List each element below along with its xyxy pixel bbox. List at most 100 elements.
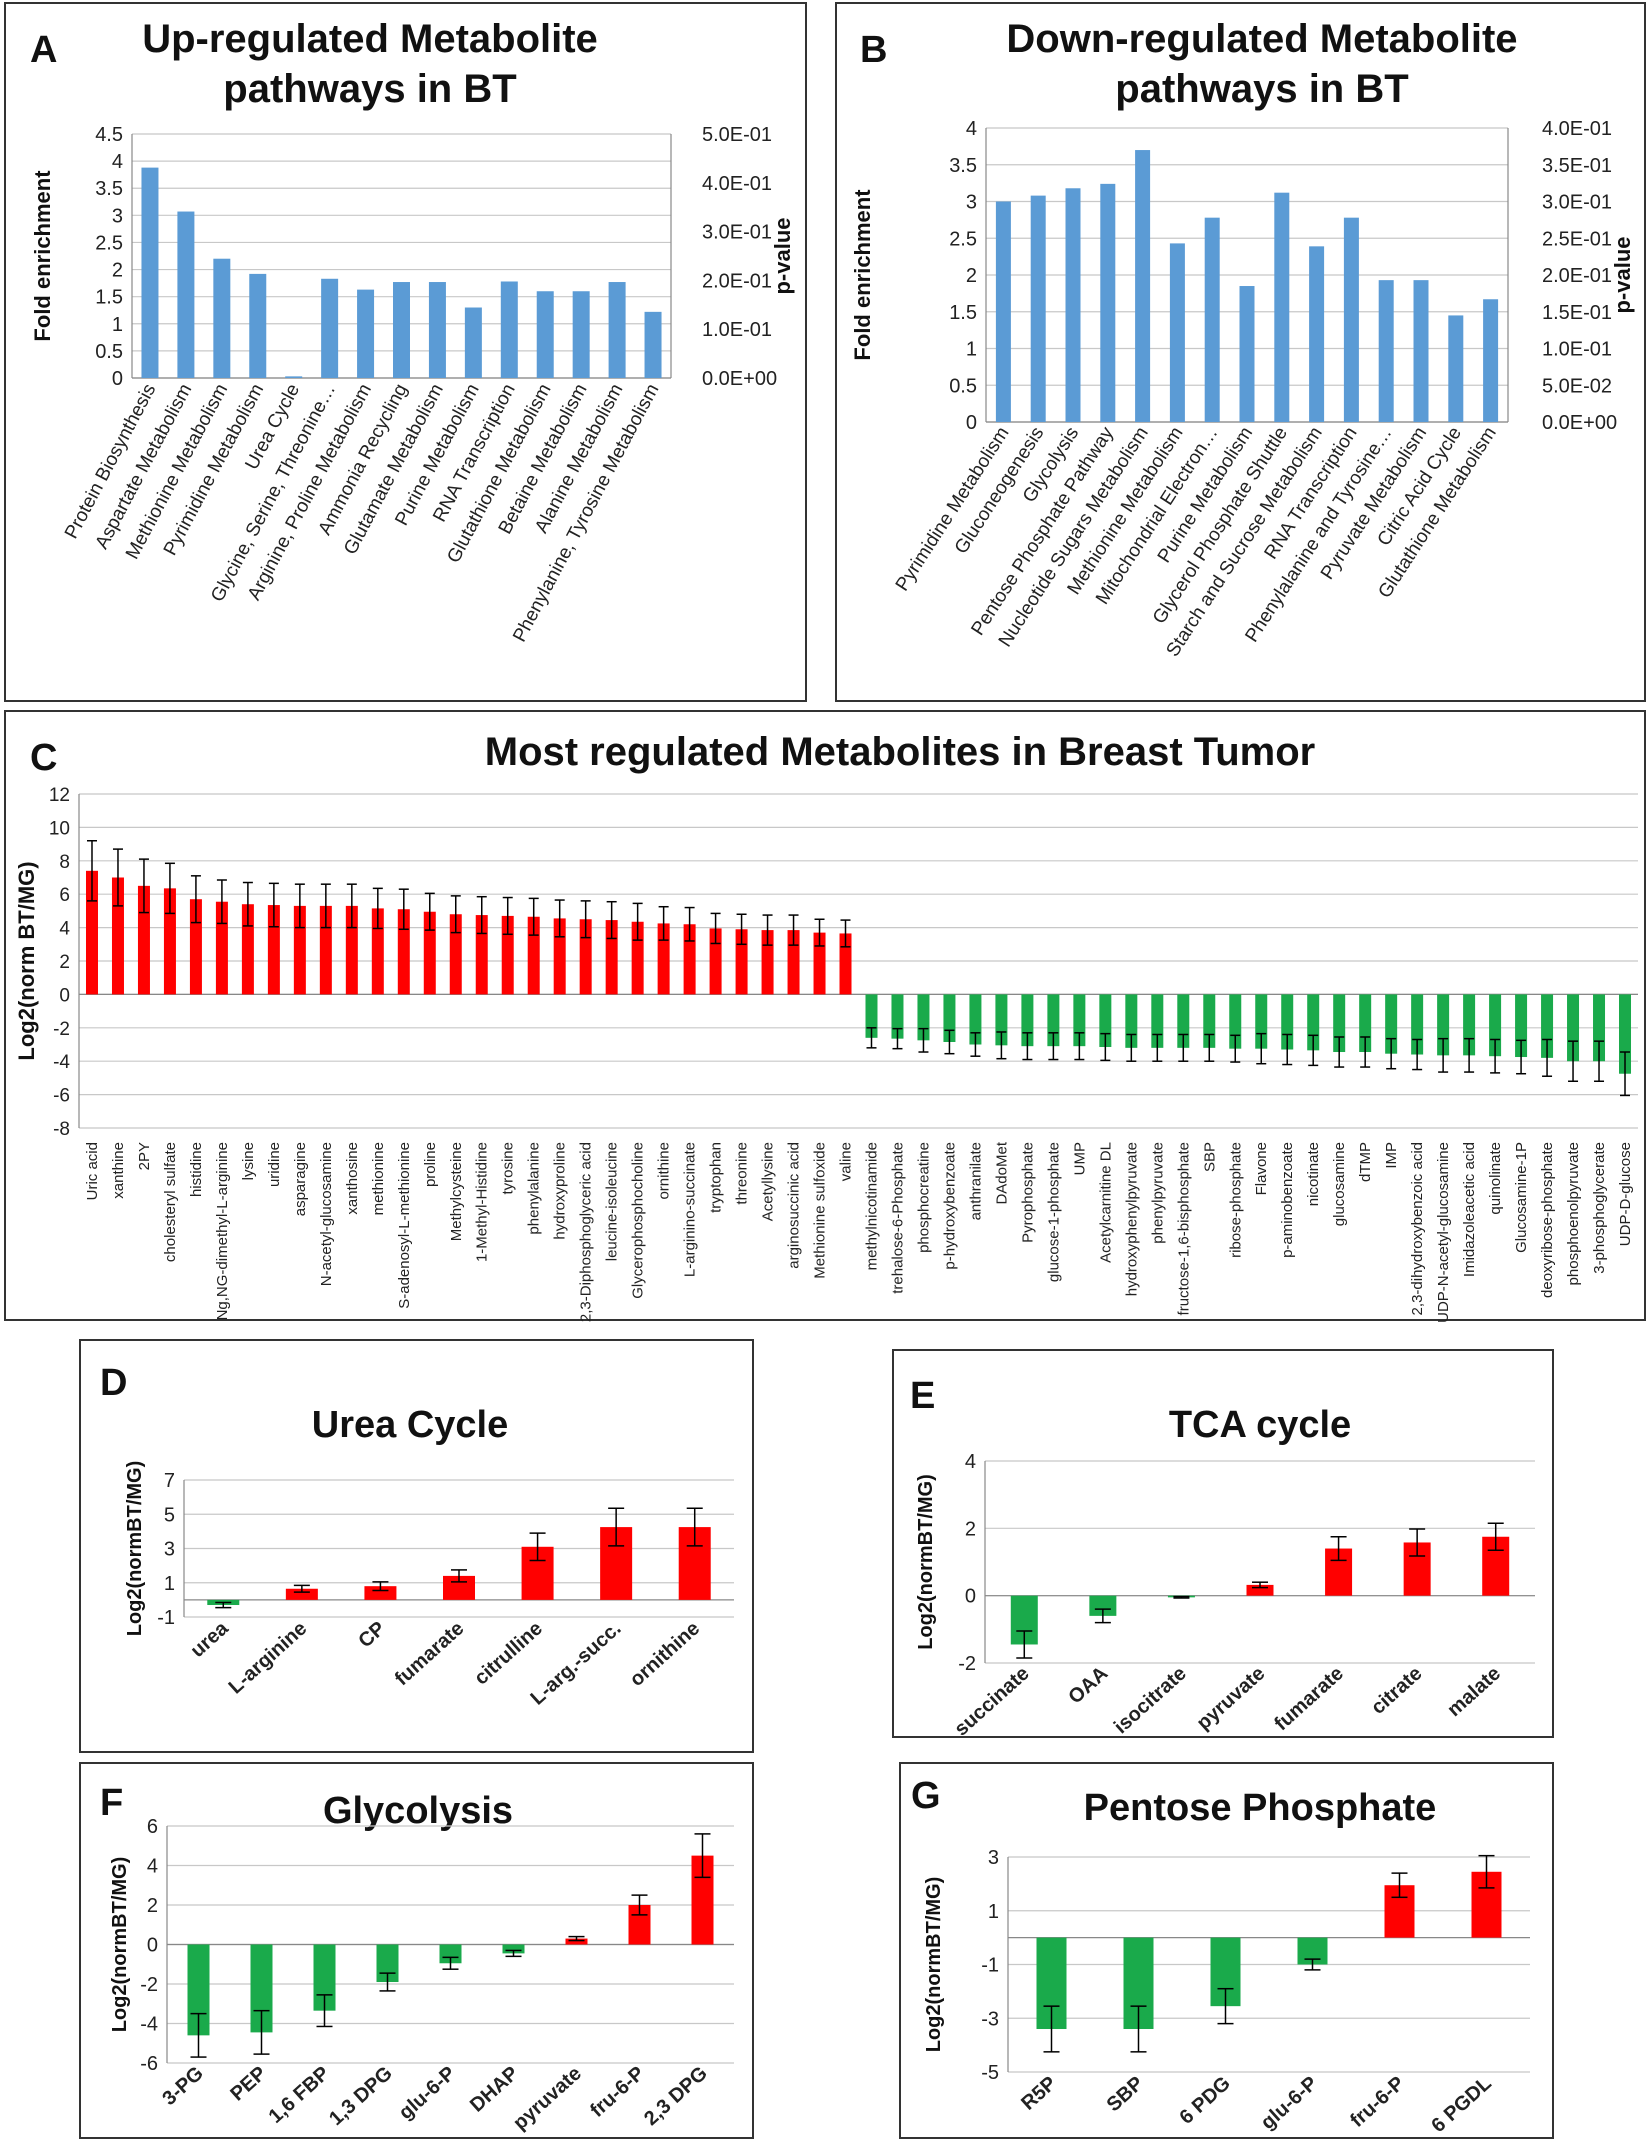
y-axis-label: Fold enrichment xyxy=(30,170,55,342)
bar xyxy=(1619,994,1632,1074)
panel-letter: E xyxy=(910,1375,935,1417)
x-tick-label: SBP xyxy=(1201,1142,1218,1172)
x-tick-label: IMP xyxy=(1383,1142,1400,1169)
x-tick-label: fructose-1,6-bisphosphate xyxy=(1175,1142,1192,1315)
x-tick-label: SBP xyxy=(1103,2072,1148,2116)
x-tick-label: p-aminobenzoate xyxy=(1279,1142,1296,1258)
bar xyxy=(1135,150,1151,423)
y2-tick-label: 2.0E-01 xyxy=(702,270,772,292)
y-tick-label: 4 xyxy=(965,1451,976,1473)
x-tick-label: Ng,NG-dimethyl-L-arginine xyxy=(214,1142,231,1320)
x-tick-label: Uric acid xyxy=(84,1142,101,1200)
y-axis-label: Log2(normBT/MG) xyxy=(109,1857,131,2033)
x-tick-label: L-arginino-succinate xyxy=(682,1142,699,1277)
y2-tick-label: 5.0E-02 xyxy=(1542,375,1612,397)
x-tick-label: L-arginine xyxy=(225,1617,312,1698)
bar xyxy=(393,282,410,378)
bar xyxy=(357,289,375,378)
panel-letter: A xyxy=(30,29,57,71)
bar xyxy=(249,273,267,378)
y-tick-label: 2 xyxy=(112,260,123,282)
bar xyxy=(439,1944,462,1964)
chart-title: Pentose Phosphate xyxy=(1084,1787,1437,1829)
x-tick-label: uridine xyxy=(266,1142,283,1187)
y2-tick-label: 3.0E-01 xyxy=(702,222,772,244)
x-tick-label: xanthosine xyxy=(344,1142,361,1215)
x-tick-label: ornithine xyxy=(656,1142,673,1200)
x-tick-label: ribose-phosphate xyxy=(1227,1142,1244,1258)
x-tick-label: isocitrate xyxy=(1110,1662,1191,1738)
bar xyxy=(1343,217,1359,422)
bar xyxy=(1463,994,1476,1056)
bar xyxy=(1593,994,1606,1062)
y-tick-label: 6 xyxy=(147,1816,158,1838)
bar xyxy=(501,915,514,995)
bar xyxy=(1483,299,1499,422)
y-tick-label: -6 xyxy=(140,2053,158,2075)
y2-tick-label: 2.5E-01 xyxy=(1542,228,1612,250)
bar xyxy=(187,1944,210,2036)
y-tick-label: 7 xyxy=(164,1470,175,1492)
bar xyxy=(565,1938,588,1945)
y2-tick-label: 3.0E-01 xyxy=(1542,192,1612,214)
bar xyxy=(527,916,540,995)
y-tick-label: 6 xyxy=(59,885,70,906)
bar xyxy=(1169,243,1185,422)
chart-title: Most regulated Metabolites in Breast Tum… xyxy=(485,730,1316,774)
y-tick-label: 2.5 xyxy=(949,228,977,250)
x-tick-label: hydroxyproline xyxy=(552,1142,569,1240)
y-tick-label: 3 xyxy=(966,192,977,214)
panel-letter: D xyxy=(100,1362,127,1404)
y-tick-label: -2 xyxy=(140,1974,158,1996)
y-tick-label: 3 xyxy=(988,1847,999,1869)
x-tick-label: CP xyxy=(354,1617,389,1652)
x-tick-label: 1,3 DPG xyxy=(325,2062,397,2130)
panel-border xyxy=(835,2,1646,702)
x-tick-label: fumarate xyxy=(1270,1662,1348,1735)
x-tick-label: anthranilate xyxy=(967,1142,984,1220)
x-tick-label: fru-6-P xyxy=(586,2062,649,2121)
x-tick-label: citrulline xyxy=(470,1617,547,1689)
y-tick-label: 2 xyxy=(59,952,70,973)
x-tick-label: dTMP xyxy=(1357,1142,1374,1182)
y-tick-label: -8 xyxy=(53,1119,70,1140)
chart-title: Down-regulated Metabolite xyxy=(1006,17,1517,61)
bar xyxy=(891,994,904,1039)
y2-tick-label: 3.5E-01 xyxy=(1542,155,1612,177)
y-tick-label: 3 xyxy=(112,205,123,227)
y-tick-label: -3 xyxy=(981,2008,999,2030)
y-tick-label: 10 xyxy=(49,818,70,839)
y-tick-label: 1 xyxy=(966,339,977,361)
x-tick-label: deoxyribose-phosphate xyxy=(1539,1142,1556,1298)
x-tick-label: R5P xyxy=(1017,2072,1061,2114)
x-tick-label: quinolinate xyxy=(1487,1142,1504,1215)
bar xyxy=(321,278,339,378)
panel-border xyxy=(79,1339,754,1753)
x-tick-label: UDP-N-acetyl-glucosamine xyxy=(1435,1142,1452,1323)
y-tick-label: -4 xyxy=(140,2014,158,2036)
bar xyxy=(475,915,488,995)
y-tick-label: 4 xyxy=(59,919,70,940)
bar xyxy=(1307,994,1320,1051)
y-tick-label: 0 xyxy=(147,1935,158,1957)
x-tick-label: Flavone xyxy=(1253,1142,1270,1195)
y2-tick-label: 0.0E+00 xyxy=(1542,412,1617,434)
x-tick-label: lysine xyxy=(240,1142,257,1180)
bar xyxy=(285,1588,318,1600)
bar xyxy=(285,376,303,378)
x-tick-label: 2PY xyxy=(136,1142,153,1170)
y-tick-label: -2 xyxy=(53,1019,70,1040)
bar xyxy=(464,307,482,378)
x-tick-label: glucosamine xyxy=(1331,1142,1348,1226)
panel-letter: B xyxy=(860,29,887,71)
bar xyxy=(1281,994,1294,1050)
bar xyxy=(1204,217,1220,422)
x-tick-label: asparagine xyxy=(292,1142,309,1216)
x-tick-label: malate xyxy=(1443,1662,1505,1721)
bar xyxy=(1437,994,1450,1056)
y-tick-label: 5 xyxy=(164,1504,175,1526)
panel-border xyxy=(4,2,807,702)
chart-title: pathways in BT xyxy=(223,67,516,111)
bar xyxy=(709,928,722,995)
x-tick-label: Methylcysteine xyxy=(448,1142,465,1241)
